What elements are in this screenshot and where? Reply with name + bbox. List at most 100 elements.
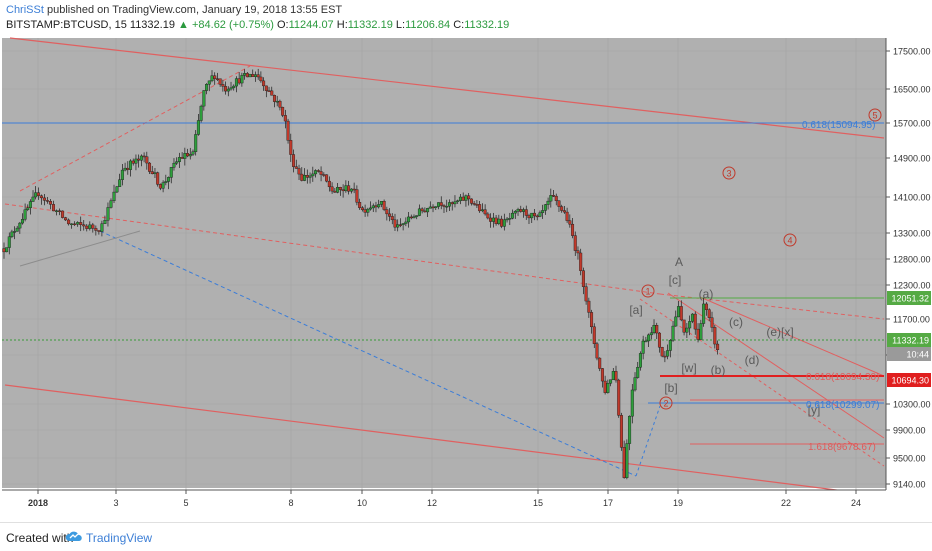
time-axis[interactable]: 2018 3 5 8 10 12 15 17 19 22 24 xyxy=(0,489,932,522)
wave-circle xyxy=(722,166,736,180)
candle-body xyxy=(453,201,457,205)
trend-lines xyxy=(2,37,885,497)
candle-body xyxy=(36,192,40,196)
price-badge[interactable] xyxy=(887,291,931,305)
x-tick-label: 8 xyxy=(288,498,293,508)
candle-body xyxy=(126,167,130,170)
candle-body xyxy=(10,231,14,237)
candle-body xyxy=(377,204,381,208)
price-badge-label: 10694.30 xyxy=(891,376,929,386)
candle-body xyxy=(598,357,602,369)
candle-body xyxy=(289,140,293,155)
low-label: L: xyxy=(395,19,406,31)
candle-body xyxy=(527,215,531,219)
candle-body xyxy=(491,217,495,222)
price-badge-label: 12051.32 xyxy=(891,294,929,304)
candle-body xyxy=(292,154,296,167)
candle-body xyxy=(374,205,378,208)
plot-area[interactable] xyxy=(2,38,886,488)
candle-body xyxy=(557,200,561,207)
candle-body xyxy=(164,181,168,183)
candle-body xyxy=(641,340,645,354)
candle-body xyxy=(628,415,632,444)
price-badge[interactable] xyxy=(887,333,931,347)
candle-body xyxy=(649,332,653,336)
candle-body xyxy=(303,175,307,181)
candle-body xyxy=(115,186,119,193)
wave-label: (e)[x] xyxy=(766,325,793,339)
candle-body xyxy=(522,209,526,212)
candle-body xyxy=(638,353,642,368)
high-label: H: xyxy=(336,19,348,31)
candle-body xyxy=(264,85,268,91)
candle-body xyxy=(676,306,680,318)
candle-body xyxy=(73,223,77,226)
candle-body xyxy=(97,230,101,232)
wave-label: [b] xyxy=(664,381,677,395)
wave-label: (a) xyxy=(699,287,714,301)
high-value: 11332.19 xyxy=(347,19,393,31)
candle-body xyxy=(319,171,323,175)
candle-body xyxy=(407,216,411,223)
candle-body xyxy=(617,379,621,416)
candle-body xyxy=(20,219,24,224)
author-link[interactable]: ChriSSt xyxy=(6,4,44,16)
candle-body xyxy=(123,167,127,171)
price-badge[interactable] xyxy=(887,347,931,361)
candle-body xyxy=(199,105,203,121)
candle-body xyxy=(587,300,591,313)
candle-body xyxy=(349,188,353,192)
candle-body xyxy=(207,80,211,85)
candle-body xyxy=(668,340,672,351)
wave-circle xyxy=(641,284,655,298)
candle-body xyxy=(480,209,484,212)
candle-body xyxy=(210,75,214,82)
close-value: 11332.19 xyxy=(464,19,510,31)
price-axis[interactable]: 17500.00 16500.00 15700.00 14900.00 14100.00… xyxy=(885,38,932,490)
candle-body xyxy=(202,90,206,107)
candle-body xyxy=(674,316,678,327)
x-tick-label: 2018 xyxy=(28,498,48,508)
tradingview-link[interactable]: TradingView xyxy=(86,531,153,545)
candle-body xyxy=(191,151,195,155)
price-axis-bg[interactable] xyxy=(886,38,932,490)
candle-body xyxy=(420,208,424,212)
candle-body xyxy=(633,377,637,391)
symbol-label: BITSTAMP:BTCUSD, 15 xyxy=(6,19,127,31)
fib-label: 0.618(15094.95) xyxy=(802,120,875,131)
candle-body xyxy=(139,155,143,161)
candle-body xyxy=(308,175,312,178)
candle-body xyxy=(183,153,187,159)
candle-body xyxy=(603,380,607,393)
candle-body xyxy=(169,167,173,178)
x-tick-label: 5 xyxy=(183,498,188,508)
blue-dashed-rise xyxy=(635,405,661,477)
candle-body xyxy=(338,187,342,190)
candles xyxy=(2,68,720,480)
gray-trend xyxy=(19,230,141,267)
candle-body xyxy=(188,154,192,157)
candle-body xyxy=(120,169,124,180)
candle-body xyxy=(450,202,454,205)
candle-body xyxy=(576,250,580,254)
candle-body xyxy=(483,209,487,215)
candle-body xyxy=(379,201,383,205)
candle-body xyxy=(112,191,116,201)
wave-circle xyxy=(783,233,797,247)
candle-body xyxy=(213,75,217,79)
price-badge[interactable] xyxy=(887,373,931,387)
candle-body xyxy=(543,204,547,211)
candle-body xyxy=(28,201,32,209)
candle-body xyxy=(573,235,577,251)
candle-body xyxy=(600,368,604,382)
time-axis-bg[interactable] xyxy=(0,490,932,522)
candle-body xyxy=(535,215,539,218)
y-tick-label: 12800.00 xyxy=(893,255,931,265)
candle-body xyxy=(175,161,179,164)
candle-body xyxy=(702,303,706,324)
candle-body xyxy=(363,209,367,213)
candle-body xyxy=(281,106,285,116)
y-tick-label: 9140.00 xyxy=(893,480,926,490)
price-chart[interactable]: A[c](a)[a](c)(e)[x][w](d)(b)[b][y]123450… xyxy=(0,36,932,522)
candle-body xyxy=(393,219,397,228)
